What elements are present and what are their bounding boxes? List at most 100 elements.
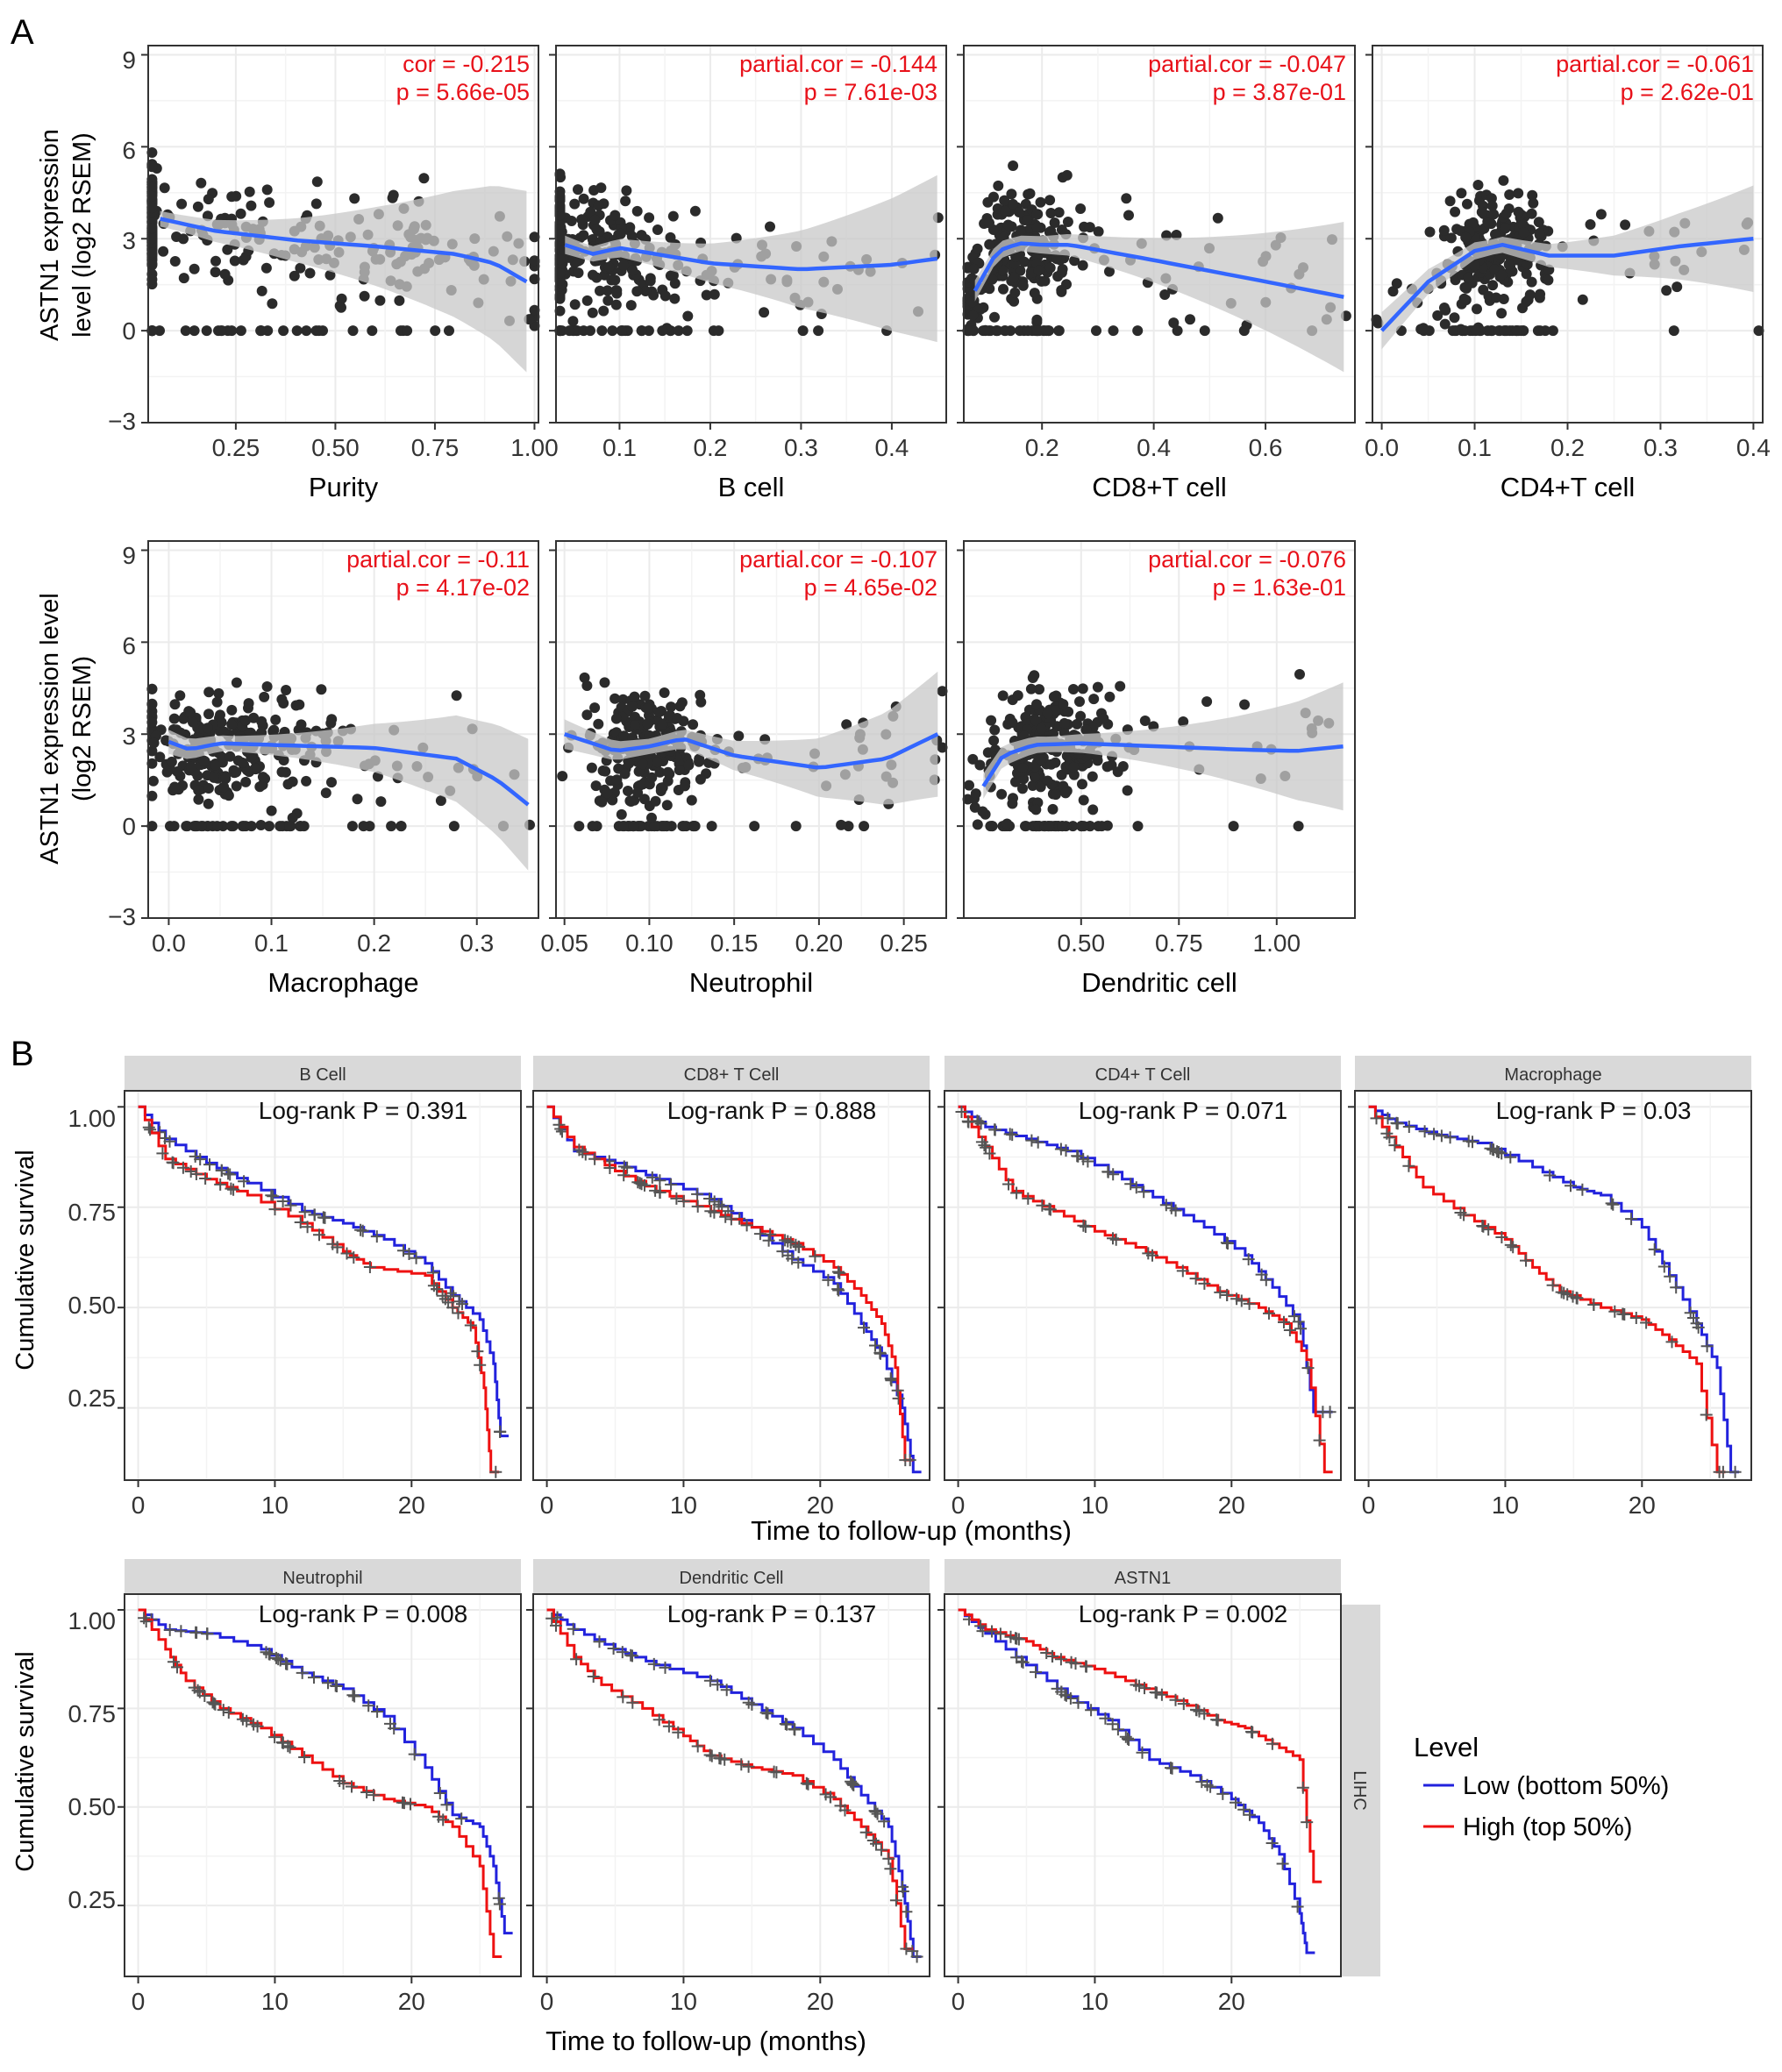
scatter-point — [1504, 189, 1515, 200]
censor-mark — [453, 1295, 466, 1308]
censor-mark — [1122, 1732, 1134, 1745]
scatter-point — [192, 201, 203, 212]
scatter-point — [598, 305, 609, 317]
scatter-point — [1101, 761, 1113, 773]
scatter-point — [278, 755, 289, 765]
scatter-point — [259, 691, 270, 702]
censor-mark — [184, 1165, 197, 1178]
scatter-point — [198, 755, 210, 766]
scatter-point — [1517, 303, 1528, 314]
scatter-point — [240, 776, 252, 787]
scatter-point — [1424, 226, 1436, 238]
scatter-point — [569, 198, 581, 210]
censor-mark — [1555, 1285, 1568, 1299]
scatter-point — [674, 765, 685, 776]
censor-mark — [786, 1252, 799, 1265]
scatter-point — [790, 821, 802, 832]
scatter-point — [1533, 217, 1544, 228]
facet-border — [555, 540, 947, 919]
scatter-point — [375, 796, 387, 808]
facet-background — [125, 1091, 521, 1480]
scatter-point — [642, 719, 653, 730]
censor-mark — [1176, 1264, 1189, 1278]
censor-mark — [1237, 1803, 1251, 1816]
censor-mark — [1391, 1117, 1404, 1130]
scatter-point — [146, 745, 158, 757]
censor-mark — [1079, 1221, 1092, 1233]
ytick: 6 — [122, 632, 136, 659]
censor-mark — [1230, 1796, 1242, 1809]
scatter-point — [219, 268, 231, 280]
panel-b-row1-yticks: 1.00 0.75 0.50 0.25 — [68, 1105, 117, 1412]
censor-mark — [616, 1646, 629, 1659]
scatter-point — [1159, 289, 1171, 300]
scatter-point — [1115, 680, 1126, 692]
confidence-ribbon — [160, 186, 527, 373]
scatter-point — [596, 796, 608, 808]
scatter-point — [966, 296, 978, 308]
scatter-point — [278, 698, 289, 708]
scatter-point — [1063, 706, 1074, 717]
scatter-point — [645, 275, 656, 287]
scatter-point — [304, 267, 316, 279]
facet-border — [147, 45, 539, 424]
censor-mark — [354, 1223, 367, 1236]
censor-mark — [858, 1321, 870, 1335]
scatter-point — [589, 702, 601, 714]
scatter-point — [1585, 219, 1596, 230]
scatter-point — [1293, 821, 1304, 832]
censor-mark — [652, 1713, 666, 1727]
censor-mark — [1216, 1787, 1230, 1800]
scatter-point — [579, 672, 590, 683]
scatter-point — [310, 198, 322, 210]
scatter-point — [229, 255, 240, 267]
censor-mark — [975, 1136, 988, 1149]
censor-mark — [792, 1240, 805, 1253]
scatter-point — [201, 325, 212, 337]
scatter-point — [146, 247, 158, 259]
survival-facet-astn1: ASTN1 Log-rank P = 0.002 0 10 20 — [937, 1559, 1342, 2015]
panel-a-row2-yticks: 9 6 3 0 −3 — [108, 542, 136, 930]
facet-strip — [944, 1056, 1341, 1091]
correlation-annotation: partial.cor = -0.144 — [739, 51, 937, 77]
scatter-point — [1024, 188, 1036, 199]
censor-mark — [1484, 1142, 1497, 1155]
censor-mark — [298, 1751, 311, 1763]
x-tick-label: 20 — [1218, 1988, 1245, 2015]
scatter-point — [1042, 708, 1053, 719]
ytick: 0.75 — [68, 1199, 117, 1226]
scatter-point — [646, 812, 657, 823]
censor-mark — [1504, 1238, 1517, 1251]
scatter-point — [1014, 207, 1025, 217]
scatter-point — [689, 821, 701, 832]
scatter-point — [1057, 821, 1068, 832]
censor-mark — [906, 1945, 919, 1958]
scatter-point — [203, 783, 214, 794]
censor-mark — [1072, 1696, 1085, 1709]
x-axis-label: B cell — [718, 472, 785, 502]
scatter-point — [1010, 251, 1022, 262]
censor-mark — [1136, 1746, 1149, 1759]
scatter-point — [1030, 804, 1042, 815]
scatter-point — [686, 794, 697, 806]
scatter-point — [1000, 205, 1011, 217]
scatter-point — [1092, 681, 1103, 693]
censor-mark — [624, 1648, 638, 1662]
censor-mark — [691, 1200, 704, 1213]
scatter-point — [1074, 696, 1085, 708]
scatter-point — [987, 274, 998, 285]
censor-mark — [1700, 1340, 1714, 1353]
censor-mark — [1316, 1406, 1329, 1419]
censor-mark — [724, 1213, 738, 1226]
scatter-point — [1511, 325, 1522, 337]
scatter-point — [600, 765, 611, 777]
scatter-point — [203, 194, 214, 205]
scatter-point — [1098, 713, 1109, 724]
confidence-ribbon — [168, 715, 529, 871]
scatter-point — [1008, 198, 1018, 210]
censor-mark — [617, 1169, 631, 1182]
facet-border — [532, 1090, 930, 1481]
ytick: 0 — [122, 813, 136, 840]
